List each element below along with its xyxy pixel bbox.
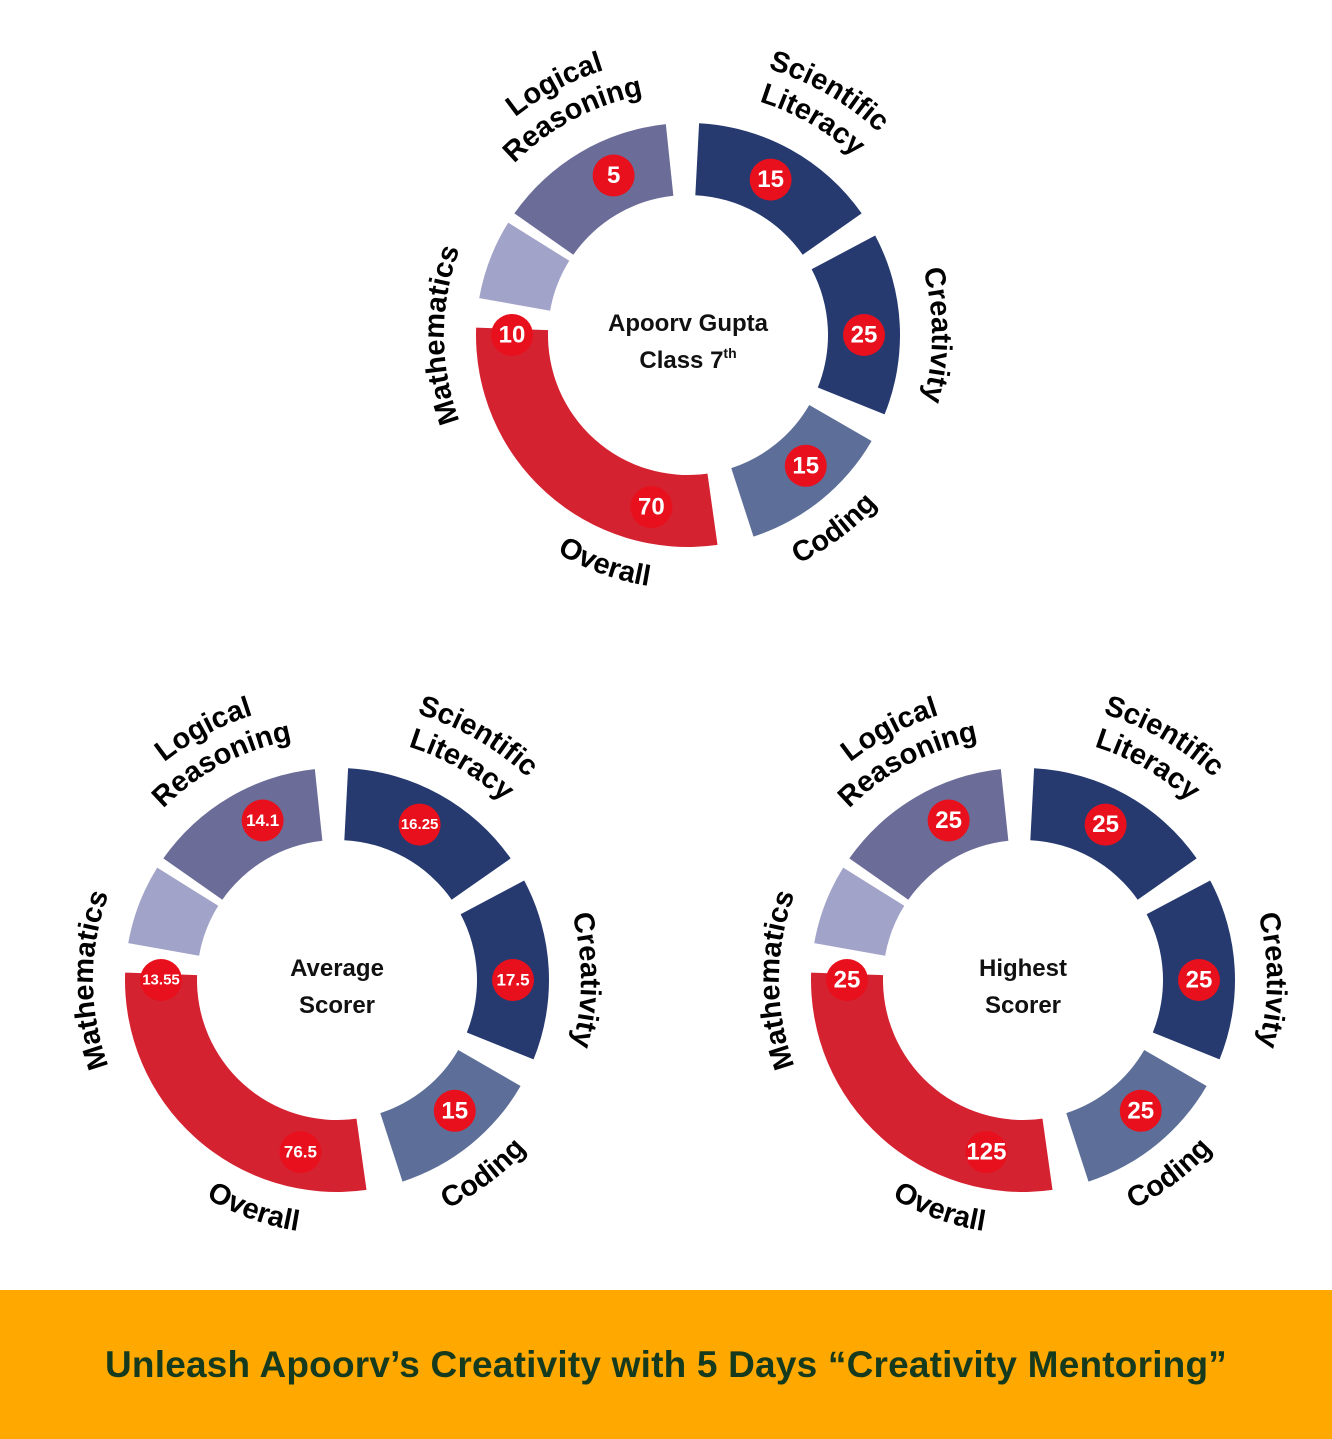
overall-value-badge: [630, 486, 673, 529]
coding-value-badge: [784, 444, 827, 487]
logical-value-badge: [241, 799, 284, 842]
creativity-value-badge: [492, 959, 534, 1001]
ring-chart-1: 5LogicalReasoning15ScientificLiteracy25C…: [419, 45, 957, 593]
overall-value-badge: [965, 1131, 1008, 1174]
mathematics-value: 25: [834, 967, 861, 994]
coding-value-badge: [1119, 1089, 1162, 1132]
logical-segment: [849, 769, 1009, 900]
logical-value: 5: [607, 162, 620, 189]
scientific-value-badge: [749, 158, 792, 201]
creativity-value: 17.5: [496, 971, 529, 990]
coding-value: 25: [1127, 1097, 1154, 1124]
logical-value-badge: [592, 154, 635, 197]
coding-value: 15: [441, 1097, 468, 1124]
score-ring-diagrams: 5LogicalReasoning15ScientificLiteracy25C…: [68, 45, 1292, 1238]
logical-segment: [514, 124, 674, 255]
creativity-value-badge: [1178, 959, 1220, 1001]
creativity-label: Creativity: [565, 909, 606, 1051]
ring-chart-3: 25LogicalReasoning25ScientificLiteracy25…: [754, 690, 1292, 1238]
center-title: Apoorv Gupta: [608, 310, 769, 337]
logical-segment: [163, 769, 323, 900]
mathematics-value-badge: [826, 959, 868, 1001]
center-title: Highest: [979, 955, 1067, 982]
scientific-value: 25: [1092, 811, 1119, 838]
banner-text: Unleash Apoorv’s Creativity with 5 Days …: [105, 1343, 1227, 1385]
ring-chart-2: 14.1LogicalReasoning16.25ScientificLiter…: [68, 690, 606, 1238]
scientific-value: 16.25: [401, 816, 439, 833]
center-subtitle: Scorer: [299, 992, 375, 1019]
mathematics-label: Mathematics: [419, 241, 466, 429]
mathematics-segment: [814, 867, 905, 956]
mathematics-value: 10: [499, 322, 526, 349]
overall-value: 70: [638, 494, 665, 521]
mathematics-label: Mathematics: [754, 886, 801, 1074]
mathematics-value-badge: [491, 314, 533, 356]
scientific-value-badge: [398, 803, 441, 846]
mathematics-segment: [479, 222, 570, 311]
creativity-label: Creativity: [916, 264, 957, 406]
logical-value: 14.1: [246, 811, 279, 830]
mathematics-value: 13.55: [142, 972, 180, 989]
creativity-value: 25: [851, 322, 878, 349]
coding-value-badge: [433, 1089, 476, 1132]
coding-value: 15: [792, 452, 819, 479]
logical-value-badge: [927, 799, 970, 842]
center-subtitle: Scorer: [985, 992, 1061, 1019]
scientific-value-badge: [1084, 803, 1127, 846]
creativity-value-badge: [843, 314, 885, 356]
center-subtitle: Class 7th: [639, 345, 736, 374]
promo-banner: Unleash Apoorv’s Creativity with 5 Days …: [0, 1290, 1332, 1439]
overall-value-badge: [279, 1131, 322, 1174]
mathematics-value-badge: [140, 959, 182, 1001]
creativity-value: 25: [1186, 967, 1213, 994]
mathematics-label: Mathematics: [68, 886, 115, 1074]
creativity-label: Creativity: [1251, 909, 1292, 1051]
scientific-value: 15: [757, 166, 784, 193]
overall-value: 76.5: [284, 1143, 317, 1162]
overall-value: 125: [966, 1139, 1006, 1166]
center-title: Average: [290, 955, 384, 982]
mathematics-segment: [128, 867, 219, 956]
logical-value: 25: [935, 807, 962, 834]
